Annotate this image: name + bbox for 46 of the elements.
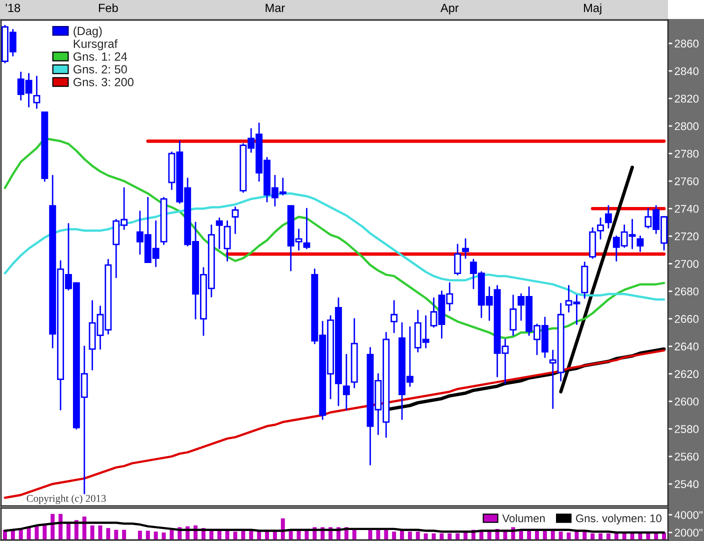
y-tick-label: 2560	[674, 452, 699, 461]
y-tick-label: 2840	[674, 67, 699, 76]
y-tick-label: 2800	[674, 122, 699, 130]
y-tick-label: 2600	[674, 398, 699, 406]
y-tick-label: 4000"	[674, 511, 702, 519]
legend-label: Volumen	[502, 514, 545, 522]
y-tick-label: 2640	[674, 342, 699, 350]
y-tick-label: 2700	[674, 260, 699, 268]
y-tick-label: 2660	[674, 315, 699, 323]
candlestick	[390, 300, 398, 334]
legend-label: Gns. 3: 200	[74, 78, 134, 86]
x-tick-label: Apr	[440, 4, 459, 14]
y-tick-label: 2000"	[674, 528, 702, 537]
candlestick	[597, 218, 604, 240]
legend-label: Gns. 1: 24	[74, 52, 128, 61]
candlestick	[454, 244, 462, 276]
candlestick	[604, 205, 612, 229]
annotation: Copyright (c) 2013	[26, 494, 106, 504]
line-series	[4, 137, 666, 340]
candlestick	[33, 76, 40, 109]
candlestick	[303, 208, 310, 250]
candlestick	[462, 238, 469, 259]
x-tick-label: Feb	[98, 3, 118, 12]
y-tick-label: 2720	[674, 232, 699, 240]
y-tick-label: 2820	[674, 94, 699, 103]
x-tick-label: '18	[6, 4, 20, 12]
y-tick-label: 2540	[674, 480, 699, 488]
x-tick-label: Mar	[266, 4, 285, 12]
candlestick	[510, 294, 517, 336]
y-tick-label: 2620	[674, 370, 699, 378]
candlestick	[232, 206, 239, 234]
y-tick-label: 2860	[674, 40, 699, 48]
candlestick	[224, 220, 231, 262]
legend-label: Gns. volymen: 10	[576, 514, 662, 524]
legend-label: (Dag)	[74, 26, 102, 38]
y-tick-label: 2680	[674, 287, 699, 296]
annotation: Kursgraf	[74, 39, 118, 50]
x-tick-label: Maj	[584, 3, 602, 14]
legend-label: Gns. 2: 50	[74, 65, 127, 74]
candlestick	[342, 354, 350, 410]
candlestick	[216, 218, 223, 250]
y-tick-label: 2780	[674, 150, 699, 158]
y-tick-label: 2760	[674, 177, 699, 186]
candlestick	[636, 235, 644, 252]
y-tick-label: 2740	[674, 204, 699, 213]
y-tick-label: 2580	[674, 425, 699, 434]
